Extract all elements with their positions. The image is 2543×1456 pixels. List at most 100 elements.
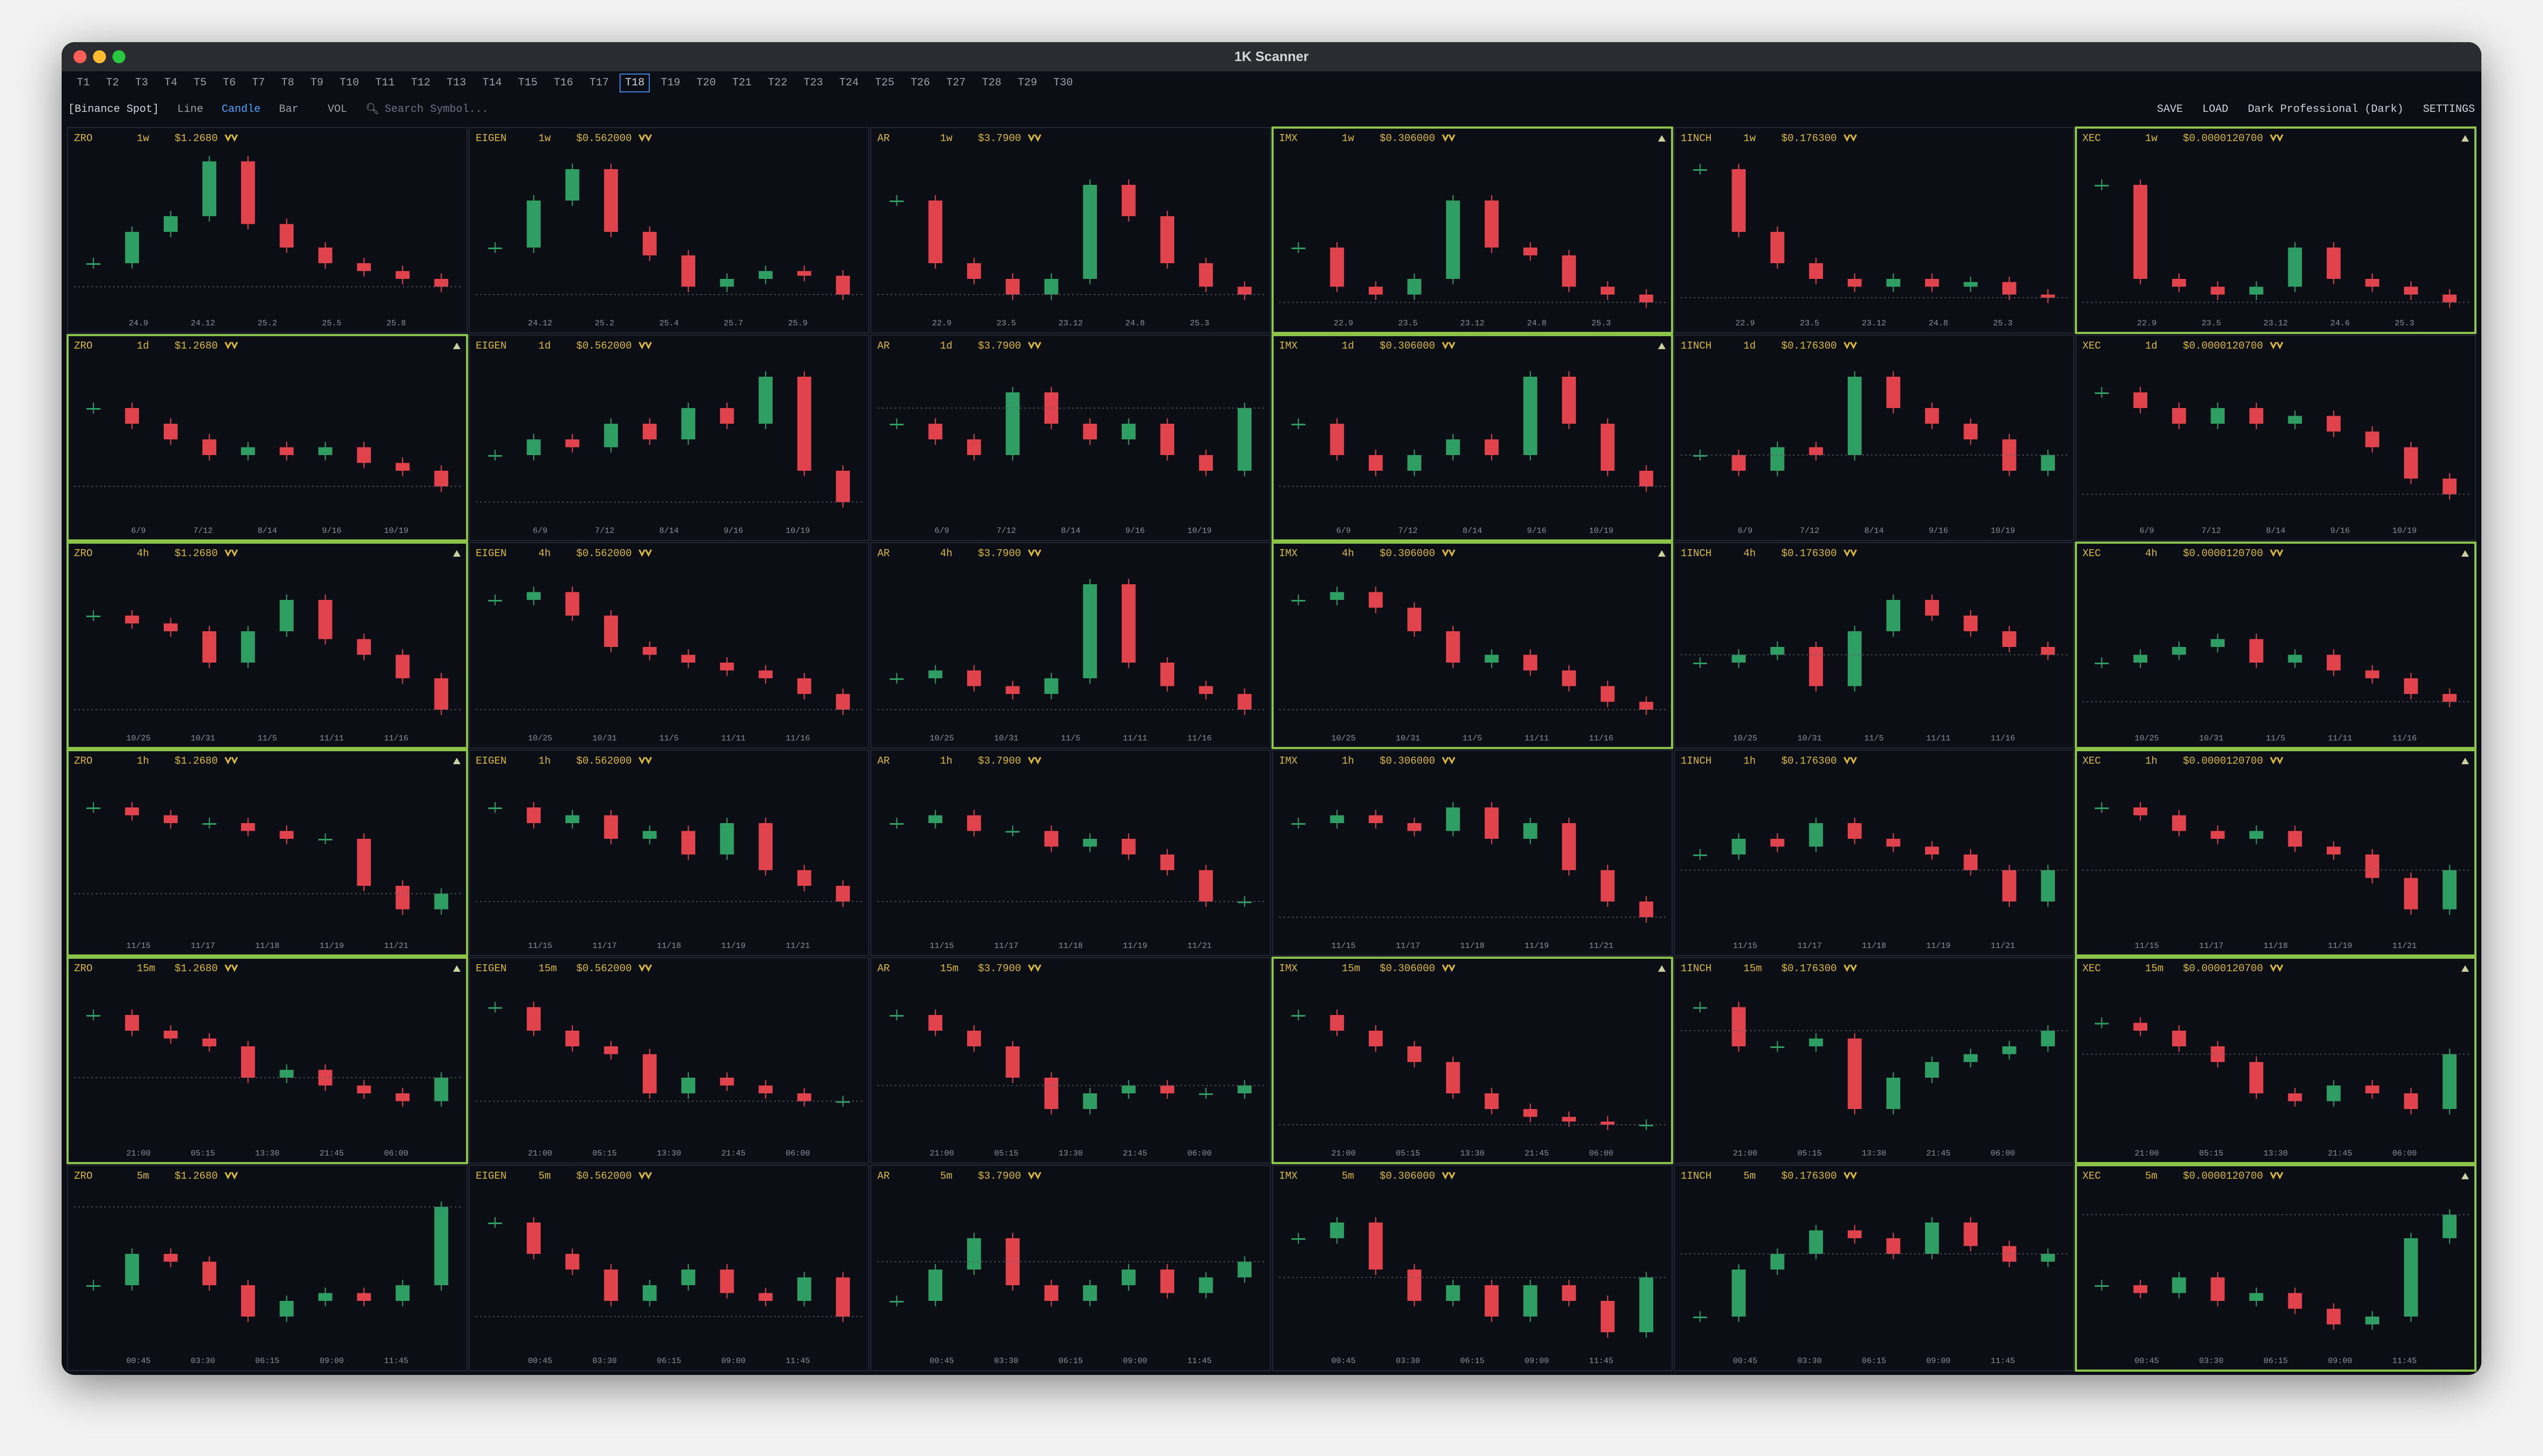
chart-mode[interactable]: Bar — [279, 103, 299, 116]
exchange[interactable]: [Binance Spot] — [68, 103, 159, 116]
chart-cell[interactable] — [870, 127, 1271, 333]
alert-icon[interactable] — [638, 342, 652, 350]
alert-icon[interactable] — [1028, 342, 1042, 350]
tab[interactable]: T3 — [135, 77, 149, 89]
tab[interactable]: T30 — [1053, 77, 1073, 89]
alert-icon[interactable] — [1442, 757, 1455, 765]
chart-cell[interactable] — [469, 957, 869, 1164]
chart-cell[interactable] — [2075, 749, 2477, 957]
alert-icon[interactable] — [1442, 342, 1455, 350]
tab[interactable]: T20 — [696, 77, 716, 89]
chart-cell[interactable] — [1272, 957, 1673, 1164]
tab[interactable]: T13 — [447, 77, 467, 89]
alert-icon[interactable] — [1843, 549, 1857, 557]
tab[interactable]: T28 — [982, 77, 1002, 89]
tab[interactable]: T26 — [910, 77, 930, 89]
alert-icon[interactable] — [638, 757, 652, 765]
tab[interactable]: T8 — [281, 77, 295, 89]
alert-icon[interactable] — [2269, 1172, 2284, 1180]
alert-icon[interactable] — [638, 964, 652, 972]
alert-icon[interactable] — [1028, 964, 1042, 972]
alert-icon[interactable] — [1843, 342, 1857, 350]
tab[interactable]: T7 — [252, 77, 265, 89]
tab[interactable]: T11 — [375, 77, 395, 89]
chart-cell[interactable] — [1272, 1165, 1673, 1371]
alert-icon[interactable] — [1442, 1172, 1455, 1180]
close-button[interactable] — [74, 50, 86, 63]
tab[interactable]: T27 — [946, 77, 966, 89]
chart-cell[interactable] — [66, 957, 468, 1164]
alert-icon[interactable] — [224, 964, 238, 972]
alert-icon[interactable] — [1028, 1172, 1042, 1180]
toolbar-button[interactable]: LOAD — [2202, 103, 2228, 116]
chart-cell[interactable] — [870, 335, 1271, 541]
chart-cell[interactable] — [67, 127, 468, 333]
alert-icon[interactable] — [1442, 549, 1455, 557]
tab[interactable]: T17 — [589, 77, 609, 89]
chart-cell[interactable] — [1272, 334, 1673, 542]
chart-cell[interactable] — [66, 749, 468, 957]
chart-cell[interactable] — [469, 542, 869, 749]
tab[interactable]: T25 — [875, 77, 895, 89]
chart-cell[interactable] — [469, 750, 869, 956]
chart-cell[interactable] — [1272, 126, 1673, 334]
chart-cell[interactable] — [66, 542, 468, 749]
tab[interactable]: T9 — [310, 77, 324, 89]
chart-cell[interactable] — [1674, 750, 2074, 956]
chart-cell[interactable] — [1674, 957, 2074, 1164]
alert-icon[interactable] — [1028, 757, 1042, 765]
chart-cell[interactable] — [1674, 1165, 2074, 1371]
alert-icon[interactable] — [2269, 757, 2284, 765]
alert-icon[interactable] — [1442, 134, 1455, 142]
tab[interactable]: T10 — [339, 77, 360, 89]
tab[interactable]: T23 — [803, 77, 823, 89]
alert-icon[interactable] — [224, 757, 238, 765]
alert-icon[interactable] — [638, 549, 652, 557]
tab[interactable]: T6 — [223, 77, 236, 89]
chart-cell[interactable] — [2075, 126, 2477, 334]
chart-cell[interactable] — [870, 957, 1271, 1164]
alert-icon[interactable] — [224, 342, 238, 350]
chart-cell[interactable] — [2075, 542, 2477, 749]
alert-icon[interactable] — [1843, 1172, 1857, 1180]
tab[interactable]: T21 — [732, 77, 752, 89]
tab[interactable]: T14 — [482, 77, 502, 89]
tab[interactable]: T18 — [620, 74, 650, 92]
chart-cell[interactable] — [469, 335, 869, 541]
alert-icon[interactable] — [1843, 757, 1857, 765]
tab[interactable]: T22 — [768, 77, 788, 89]
chart-cell[interactable] — [2075, 1164, 2477, 1372]
theme-selector[interactable]: Dark Professional (Dark) — [2247, 103, 2404, 116]
chart-cell[interactable] — [469, 127, 869, 333]
tab[interactable]: T16 — [554, 77, 574, 89]
tab[interactable]: T29 — [1017, 77, 1037, 89]
tab[interactable]: T1 — [77, 77, 90, 89]
alert-icon[interactable] — [1028, 134, 1042, 142]
alert-icon[interactable] — [2269, 134, 2284, 142]
chart-mode[interactable]: Candle — [222, 103, 261, 116]
tab[interactable]: T2 — [106, 77, 119, 89]
alert-icon[interactable] — [2269, 549, 2284, 557]
tab[interactable]: T12 — [411, 77, 431, 89]
alert-icon[interactable] — [1843, 134, 1857, 142]
alert-icon[interactable] — [2269, 342, 2284, 350]
chart-cell[interactable] — [870, 750, 1271, 956]
alert-icon[interactable] — [638, 1172, 652, 1180]
minimize-button[interactable] — [93, 50, 106, 63]
chart-cell[interactable] — [1674, 542, 2074, 749]
chart-cell[interactable] — [1674, 127, 2074, 333]
vol-toggle[interactable]: VOL — [328, 103, 348, 116]
chart-cell[interactable] — [66, 334, 468, 542]
tab[interactable]: T19 — [661, 77, 681, 89]
tab[interactable]: T5 — [194, 77, 207, 89]
tab[interactable]: T4 — [164, 77, 178, 89]
alert-icon[interactable] — [1843, 964, 1857, 972]
chart-cell[interactable] — [2075, 335, 2476, 541]
zoom-button[interactable] — [112, 50, 125, 63]
chart-cell[interactable] — [2075, 957, 2477, 1164]
chart-cell[interactable] — [1674, 335, 2074, 541]
chart-cell[interactable] — [870, 1165, 1271, 1371]
chart-cell[interactable] — [67, 1165, 468, 1371]
alert-icon[interactable] — [1028, 549, 1042, 557]
alert-icon[interactable] — [224, 134, 238, 142]
